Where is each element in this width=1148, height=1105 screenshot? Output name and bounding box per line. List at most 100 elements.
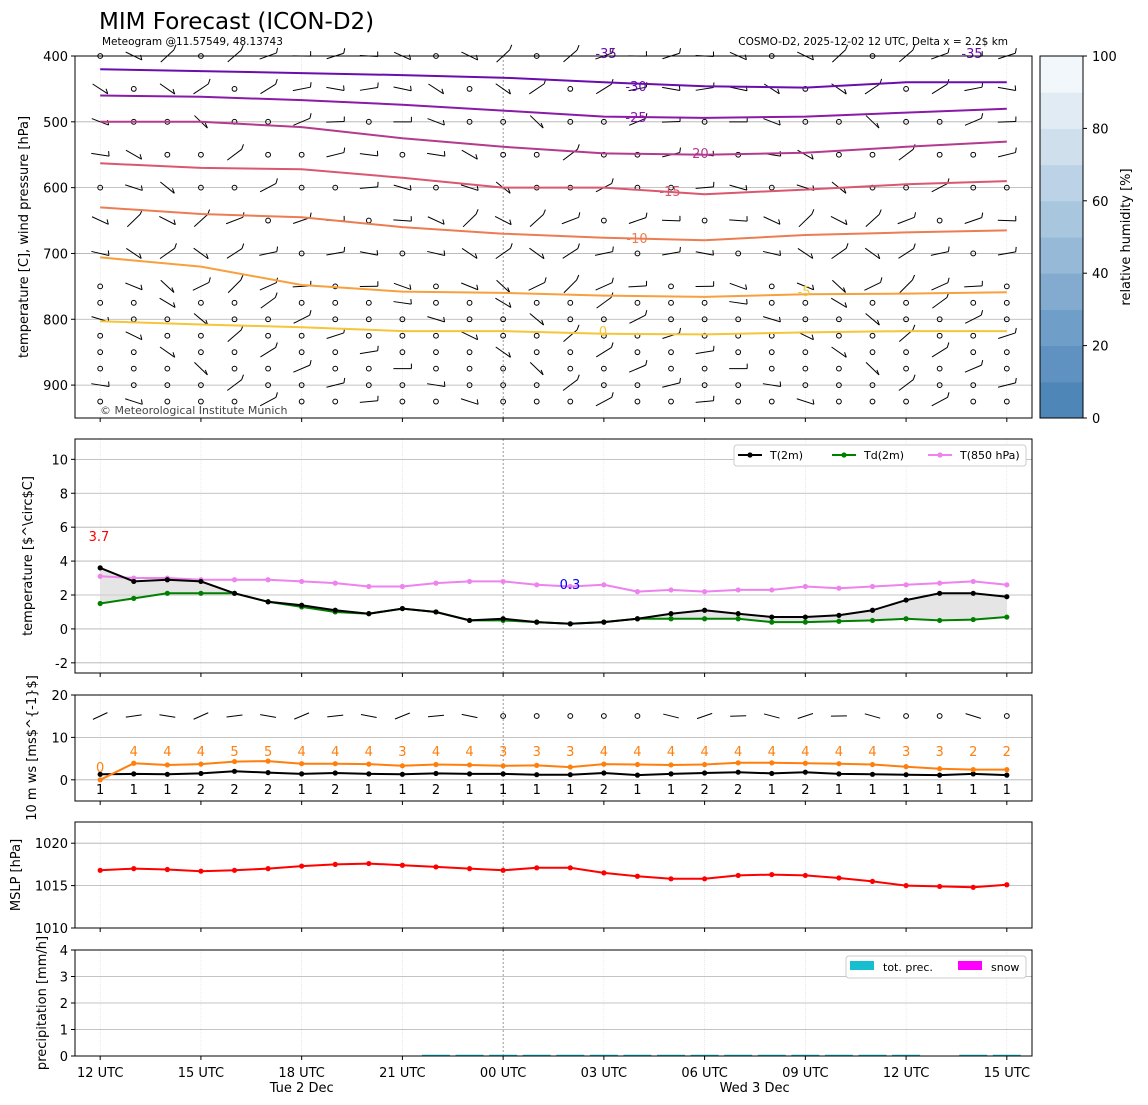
wind-barb-flag (844, 88, 847, 95)
x-tick-label: 03 UTC (581, 1066, 627, 1081)
wind-barb-flag (778, 219, 781, 225)
calm-wind-symbol (231, 349, 238, 356)
wind-barb-flag (779, 316, 781, 322)
wind-barb-flag (777, 88, 780, 94)
wind-barb (997, 86, 1016, 91)
wind-barb-flag (343, 377, 346, 383)
wind-barb-flag (876, 319, 880, 326)
series-point (937, 617, 943, 624)
calm-wind-symbol (903, 365, 909, 372)
speed-label: 1 (768, 783, 776, 798)
wind-barb-flag (105, 88, 109, 94)
wind-barb (193, 247, 209, 260)
calm-wind-symbol (735, 316, 742, 323)
series-point (567, 583, 573, 590)
upper-air-panel: 400 500 600 700 800 900 -35 -30 -25 -20 -15 -10 -5 0 -… (17, 44, 1033, 422)
wind-barb-flag (476, 185, 479, 191)
wind-barb-flag (679, 246, 681, 252)
wind-barb (964, 217, 982, 224)
wind-barb (763, 216, 781, 225)
wind-barb (864, 247, 881, 260)
wind-barb (125, 184, 143, 191)
series-point (836, 618, 842, 624)
series-point (869, 878, 876, 884)
series-point (802, 619, 808, 625)
calm-wind-symbol (97, 365, 104, 372)
series-point (97, 565, 103, 571)
calm-wind-symbol (466, 299, 473, 306)
isotherm-line (100, 256, 1007, 298)
series-point (433, 770, 439, 777)
wind-barb (729, 184, 747, 191)
calm-wind-symbol (1003, 349, 1010, 356)
wind-barb (528, 281, 546, 291)
calm-wind-symbol (701, 332, 708, 339)
wind-barb (194, 362, 208, 376)
series-point (567, 865, 573, 871)
series-point (299, 761, 305, 767)
wind-barb-flag (409, 284, 412, 290)
wind-barb (796, 282, 814, 291)
series-point (937, 580, 943, 586)
calm-wind-symbol (567, 398, 574, 405)
series-point (198, 590, 204, 596)
wind-barb (159, 346, 176, 358)
calm-wind-symbol (668, 299, 674, 306)
speed-label: 1 (633, 783, 641, 798)
min-temperature-label: 0.3 (560, 578, 581, 593)
speed-label: 1 (902, 783, 910, 798)
calm-wind-symbol (265, 217, 271, 224)
x-tick-label: 12 UTC (883, 1066, 929, 1081)
wind-barb (596, 297, 612, 309)
wind-barb (495, 297, 512, 308)
wind-barb-flag (204, 369, 208, 376)
dewpoint-spread-area (100, 567, 1007, 624)
series-point (735, 616, 741, 622)
wind-barb-flag (576, 324, 580, 331)
calm-wind-symbol (365, 316, 372, 323)
series-point (634, 772, 641, 778)
gust-label: 3 (902, 745, 910, 760)
wind-barb-flag (376, 250, 379, 256)
wind-barb (561, 216, 579, 225)
wind-barb-flag (578, 212, 581, 218)
calm-wind-symbol (600, 382, 607, 388)
series-point (735, 587, 741, 593)
wind-barb-flag (912, 374, 916, 380)
wind-barb-flag (508, 352, 511, 358)
series-point (668, 762, 674, 768)
wind-barb (831, 247, 847, 260)
wind-barb (830, 216, 848, 226)
calm-wind-symbol (735, 349, 742, 356)
wind-barb-flag (442, 219, 445, 225)
wind-barb-flag (107, 250, 110, 256)
wind-barb (326, 121, 345, 123)
wind-barb-flag (475, 209, 479, 215)
isotherm-line (100, 320, 1007, 336)
wind-barb (91, 383, 110, 387)
series-point (567, 772, 573, 778)
calm-wind-symbol (164, 398, 171, 405)
calm-wind-symbol (970, 382, 977, 388)
series-point (231, 577, 238, 583)
wind-barb (797, 248, 814, 259)
isotherm-line (100, 120, 1007, 156)
y-axis-label: temperature [C], wind pressure [hPa] (17, 116, 32, 358)
speed-label: 1 (1003, 783, 1011, 798)
series-point (937, 766, 943, 772)
wind-barb-flag (172, 352, 176, 358)
wind-barb (461, 331, 478, 341)
series-point (164, 771, 170, 777)
wind-barb-flag (309, 82, 312, 88)
wind-barb-flag (140, 185, 143, 191)
legend-label: T(2m) (769, 449, 803, 462)
series-point (567, 621, 573, 627)
wind-barb (260, 346, 276, 358)
wind-barb (91, 152, 110, 157)
wind-barb (729, 86, 748, 92)
series-point (299, 578, 305, 585)
wind-barb-flag (140, 399, 143, 405)
series-point (131, 771, 137, 777)
wind-barb (427, 216, 445, 225)
